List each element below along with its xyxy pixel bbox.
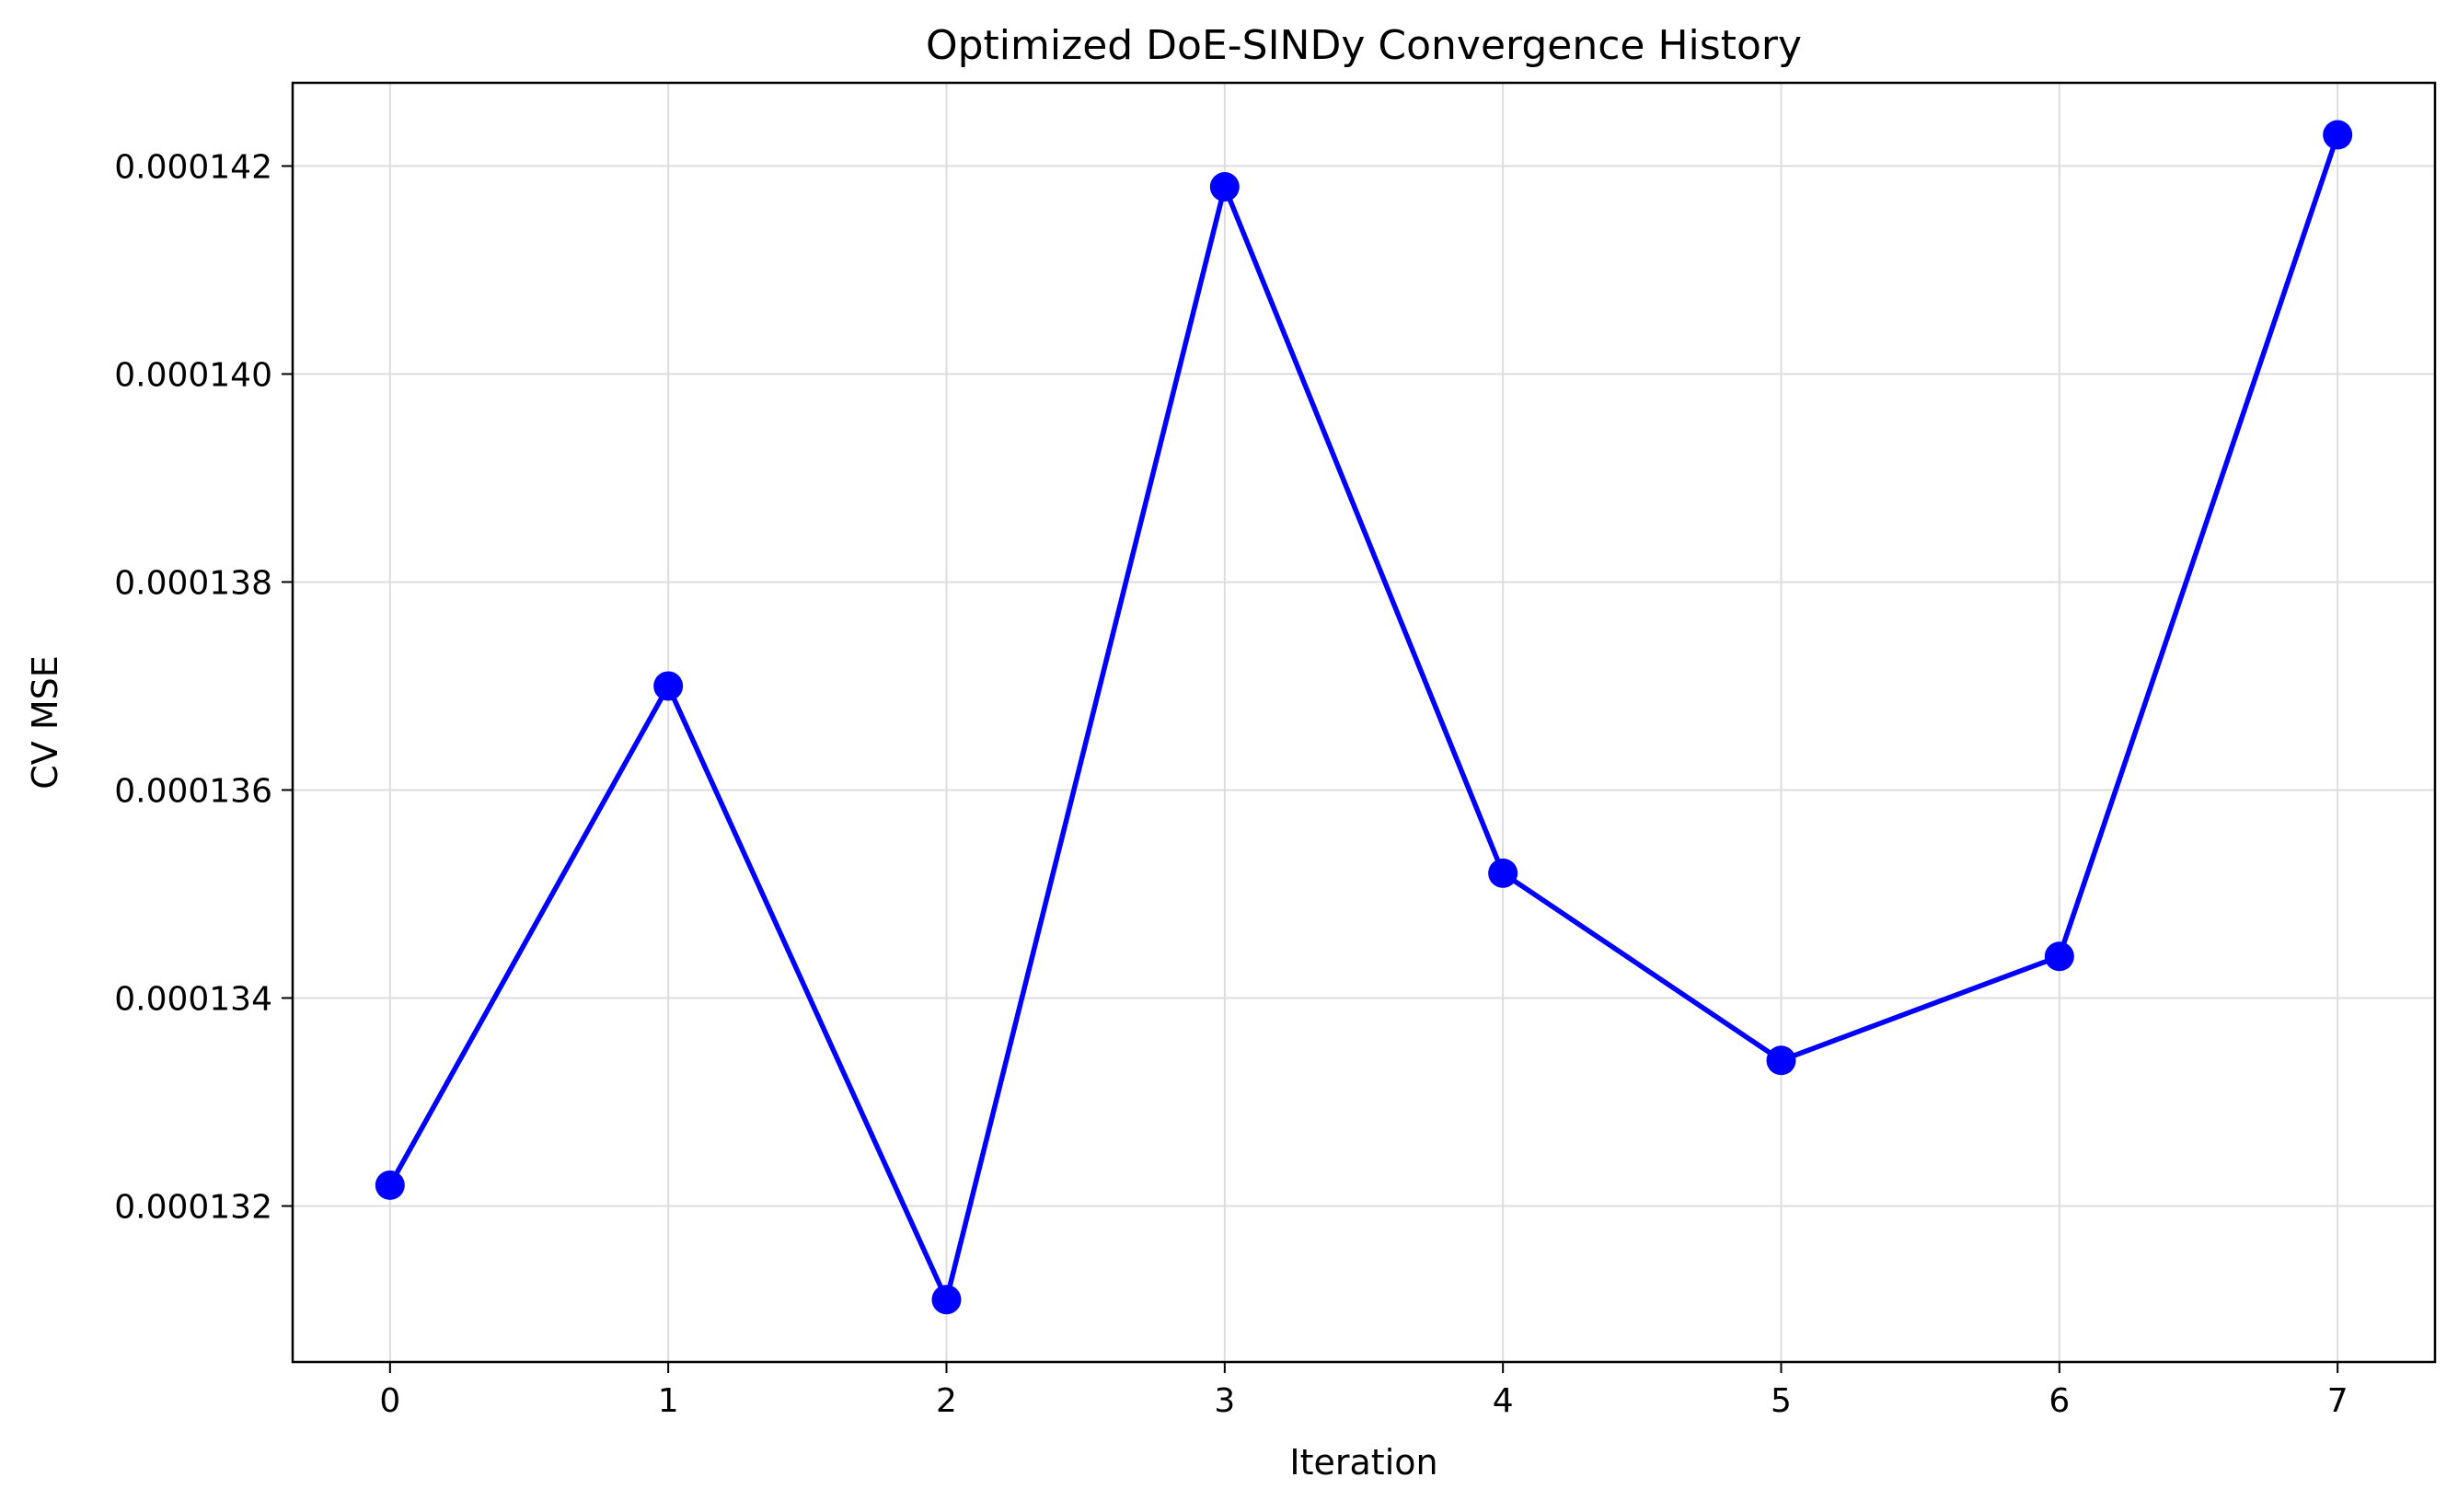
x-tick-label: 7: [2327, 1382, 2348, 1420]
data-point: [2044, 941, 2074, 972]
data-point: [1488, 858, 1518, 888]
y-tick-label: 0.000138: [114, 564, 272, 602]
x-tick-label: 5: [1771, 1382, 1792, 1420]
y-tick-label: 0.000142: [114, 148, 272, 186]
x-tick-label: 0: [379, 1382, 400, 1420]
y-tick-label: 0.000140: [114, 356, 272, 394]
data-point: [2323, 120, 2353, 150]
y-tick-label: 0.000134: [114, 980, 272, 1018]
x-axis-label: Iteration: [1289, 1442, 1437, 1483]
y-tick-label: 0.000132: [114, 1188, 272, 1226]
x-axis: 0 1 2 3 4 5 6 7: [379, 1362, 2348, 1420]
x-tick-label: 4: [1493, 1382, 1514, 1420]
y-axis: 0.000132 0.000134 0.000136 0.000138 0.000140…: [114, 148, 293, 1226]
data-point: [931, 1285, 962, 1315]
series-layer: [375, 120, 2353, 1315]
data-point: [653, 671, 684, 701]
y-axis-label: CV MSE: [25, 655, 65, 790]
chart-title: Optimized DoE-SINDy Convergence History: [926, 22, 1802, 69]
y-tick-label: 0.000136: [114, 772, 272, 810]
series-line: [387, 133, 2340, 1302]
x-tick-label: 1: [658, 1382, 679, 1420]
x-tick-label: 6: [2048, 1382, 2070, 1420]
data-point: [375, 1170, 405, 1200]
grid: [293, 83, 2435, 1362]
data-point: [1209, 172, 1240, 202]
x-tick-label: 3: [1214, 1382, 1235, 1420]
plot-frame: [291, 81, 2437, 1364]
x-tick-label: 2: [936, 1382, 957, 1420]
data-point: [1766, 1045, 1796, 1076]
